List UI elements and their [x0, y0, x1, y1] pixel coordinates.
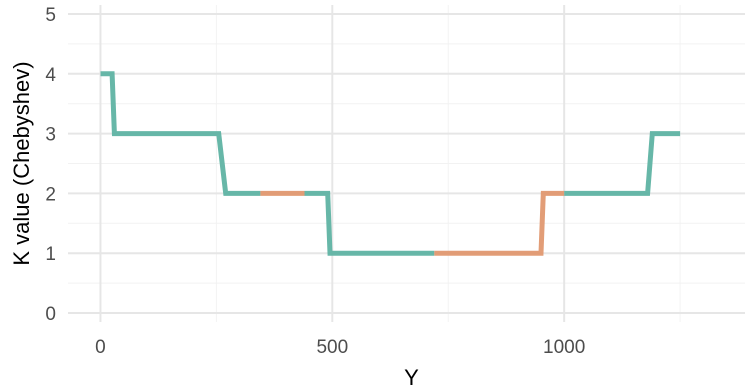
y-tick-label: 1 [45, 244, 56, 265]
y-tick-label: 5 [45, 5, 56, 26]
series-layer [100, 71, 681, 256]
y-tick-label: 0 [45, 304, 56, 325]
x-tick-label: 0 [95, 337, 106, 358]
y-axis-title: K value (Chebyshev) [9, 61, 34, 265]
series-segment-1 [100, 71, 261, 196]
y-tick-label: 4 [45, 65, 56, 86]
y-tick-labels: 0 1 2 3 4 5 [45, 5, 56, 325]
series-segment-5 [564, 131, 681, 196]
series-segment-4 [434, 190, 565, 256]
x-tick-labels: 0 500 1000 [95, 337, 585, 358]
y-tick-label: 2 [45, 184, 56, 205]
grid-minor-lines [68, 5, 745, 322]
x-axis-title: Y [404, 365, 419, 390]
y-tick-label: 3 [45, 125, 56, 146]
x-tick-label: 1000 [543, 337, 585, 358]
x-tick-label: 500 [316, 337, 348, 358]
series-segment-3 [304, 190, 435, 256]
